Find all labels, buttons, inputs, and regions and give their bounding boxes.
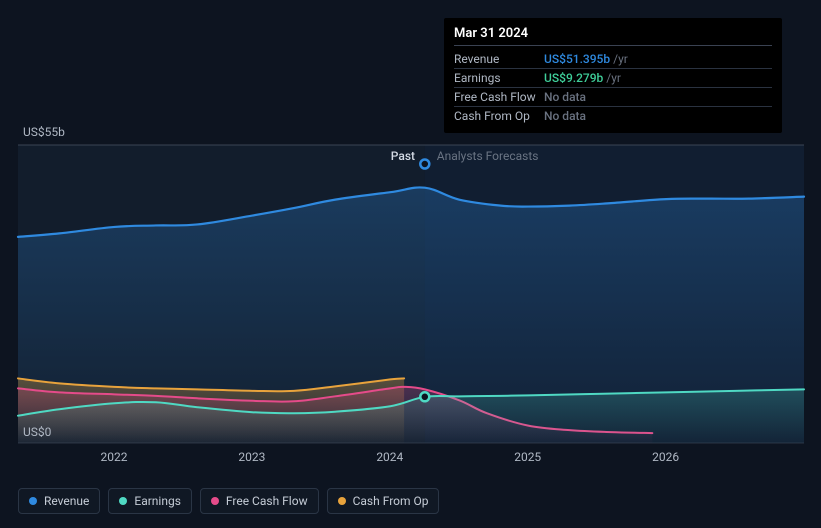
legend-swatch-icon: [119, 497, 127, 505]
tooltip-row-value: US$9.279b: [544, 71, 603, 85]
legend-item-revenue[interactable]: Revenue: [18, 488, 100, 514]
x-axis-label: 2023: [238, 450, 265, 464]
tooltip-row-value: No data: [544, 90, 586, 104]
tooltip-row-label: Cash From Op: [454, 109, 544, 123]
forecast-label: Analysts Forecasts: [437, 149, 539, 163]
y-axis-label: US$0: [23, 425, 51, 439]
divider-marker-icon: [420, 160, 429, 169]
tooltip-row-unit: /yr: [613, 52, 628, 66]
x-axis-label: 2024: [376, 450, 403, 464]
legend-item-earnings[interactable]: Earnings: [108, 488, 192, 514]
tooltip-row-label: Revenue: [454, 52, 544, 66]
x-axis-label: 2022: [101, 450, 128, 464]
highlight-marker-icon: [420, 392, 429, 401]
past-label: Past: [391, 149, 415, 163]
y-axis-label: US$55b: [23, 125, 65, 139]
legend: Revenue Earnings Free Cash Flow Cash From O…: [18, 488, 439, 514]
tooltip-row-value: No data: [544, 109, 586, 123]
tooltip-row: Cash From OpNo data: [454, 107, 772, 125]
chart-tooltip: Mar 31 2024 RevenueUS$51.395b/yrEarnings…: [444, 18, 782, 133]
tooltip-row-label: Earnings: [454, 71, 544, 85]
x-axis-label: 2025: [514, 450, 541, 464]
legend-item-label: Revenue: [44, 494, 89, 508]
legend-item-label: Earnings: [134, 494, 181, 508]
legend-item-free_cash_flow[interactable]: Free Cash Flow: [200, 488, 319, 514]
legend-swatch-icon: [29, 497, 37, 505]
tooltip-row-label: Free Cash Flow: [454, 90, 544, 104]
tooltip-row: RevenueUS$51.395b/yr: [454, 50, 772, 69]
tooltip-row-value: US$51.395b: [544, 52, 610, 66]
tooltip-row-unit: /yr: [606, 71, 621, 85]
legend-item-label: Cash From Op: [353, 494, 429, 508]
legend-item-label: Free Cash Flow: [226, 494, 308, 508]
legend-item-cash_from_op[interactable]: Cash From Op: [327, 488, 440, 514]
tooltip-title: Mar 31 2024: [454, 26, 772, 46]
tooltip-row: EarningsUS$9.279b/yr: [454, 69, 772, 88]
legend-swatch-icon: [211, 497, 219, 505]
tooltip-row: Free Cash FlowNo data: [454, 88, 772, 107]
x-axis-label: 2026: [652, 450, 679, 464]
legend-swatch-icon: [338, 497, 346, 505]
